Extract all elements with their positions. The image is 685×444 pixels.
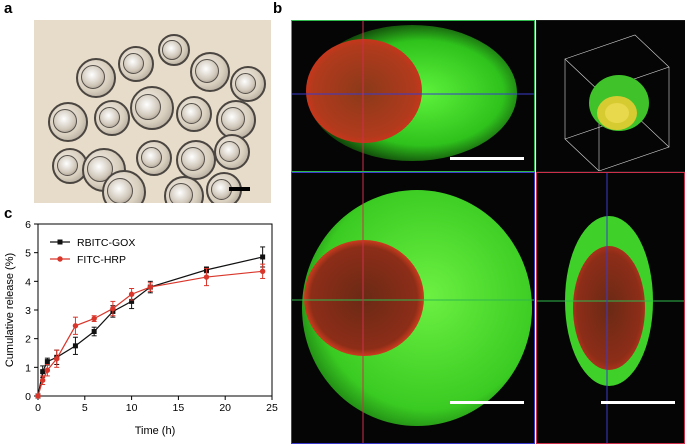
legend-label: RBITC-GOX — [77, 237, 135, 249]
capsule-core — [81, 65, 105, 89]
x-tick-label: 25 — [266, 402, 278, 414]
y-tick-label: 1 — [25, 362, 31, 374]
capsule — [130, 86, 174, 130]
release-chart: 0 5 10 15 20 25 0 1 2 3 4 5 6 RBITC-GOX FITC-HRP Time… — [4, 219, 278, 437]
capsule-core — [53, 109, 77, 133]
data-point — [39, 377, 46, 383]
capsule — [76, 58, 116, 98]
capsule-core — [107, 177, 134, 203]
plot-frame — [37, 223, 273, 397]
x-tick-label: 10 — [126, 402, 138, 414]
scale-bar-main — [450, 401, 524, 404]
capsule — [190, 52, 230, 92]
data-point — [259, 268, 266, 274]
capsule-core — [135, 93, 162, 120]
capsule — [94, 100, 130, 136]
scale-bar — [229, 187, 250, 191]
data-point — [72, 323, 79, 329]
capsule — [176, 140, 216, 180]
confocal-xy-image — [292, 173, 534, 443]
capsule-core — [234, 72, 257, 95]
capsule-core — [162, 40, 182, 60]
capsule-core — [98, 106, 121, 129]
x-tick-label: 5 — [82, 402, 88, 414]
data-point — [91, 329, 97, 334]
chart-series — [35, 246, 266, 399]
legend-marker — [57, 239, 63, 245]
legend-label: FITC-HRP — [77, 254, 126, 266]
x-tick-label: 0 — [35, 402, 41, 414]
y-tick-label: 0 — [25, 391, 31, 403]
data-point — [54, 356, 60, 362]
data-point — [260, 254, 266, 260]
y-axis-label: Cumulative release (%) — [4, 253, 16, 367]
y-tick-label: 3 — [25, 305, 31, 317]
capsule-core — [218, 140, 241, 163]
capsule-core — [195, 59, 219, 83]
brightfield-micrograph — [34, 20, 271, 203]
capsule — [176, 96, 212, 132]
confocal-3d-view — [536, 20, 685, 172]
capsule — [118, 46, 154, 82]
chart-axes: 0 5 10 15 20 25 0 1 2 3 4 5 6 — [25, 219, 278, 414]
capsule — [158, 34, 190, 66]
x-tick-label: 20 — [219, 402, 231, 414]
scale-bar-top — [450, 157, 524, 160]
capsule — [164, 176, 204, 203]
capsule — [136, 140, 172, 176]
data-point — [91, 315, 97, 322]
x-tick-label: 15 — [173, 402, 185, 414]
y-tick-label: 6 — [25, 219, 31, 231]
capsule — [48, 102, 88, 142]
legend-marker — [57, 256, 63, 262]
capsule-core — [56, 154, 79, 177]
data-point — [110, 305, 116, 312]
confocal-yz-image — [537, 173, 684, 443]
capsule-core — [169, 183, 193, 203]
capsule-core — [180, 102, 203, 125]
capsule-core — [221, 107, 245, 131]
chart-legend: RBITC-GOX FITC-HRP — [50, 237, 135, 266]
capsule-core — [181, 147, 205, 171]
series-line — [37, 256, 263, 397]
data-point — [35, 393, 41, 399]
data-point — [44, 367, 51, 373]
confocal-3d-render — [564, 34, 670, 171]
confocal-xz-image — [292, 21, 534, 171]
y-tick-label: 4 — [25, 276, 31, 288]
capsule-core — [122, 52, 145, 75]
confocal-yz-view — [536, 172, 685, 444]
data-point — [128, 291, 135, 297]
capsule — [214, 134, 250, 170]
capsule — [102, 170, 146, 203]
data-point — [44, 359, 50, 365]
data-point — [203, 274, 210, 280]
panel-label-c: c — [4, 205, 13, 222]
data-point — [147, 284, 154, 290]
panel-label-a: a — [4, 0, 13, 17]
data-point — [72, 343, 78, 349]
data-point — [129, 298, 135, 304]
confocal-xz-view — [291, 20, 535, 172]
confocal-xy-view — [291, 172, 535, 444]
capsule — [216, 100, 256, 140]
x-axis-label: Time (h) — [135, 425, 176, 437]
y-tick-label: 2 — [25, 334, 31, 346]
scale-bar-side — [601, 401, 675, 404]
capsule — [230, 66, 266, 102]
y-tick-label: 5 — [25, 248, 31, 260]
capsule-core — [140, 146, 163, 169]
panel-label-b: b — [273, 0, 283, 17]
data-point — [40, 369, 46, 375]
